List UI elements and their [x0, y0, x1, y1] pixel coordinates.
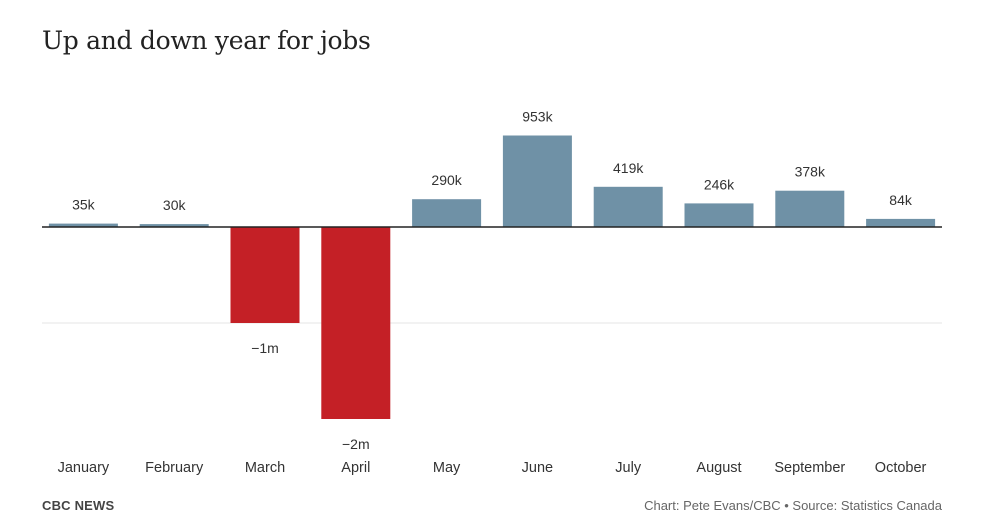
bar-july	[593, 186, 663, 227]
data-label-august: 246k	[704, 176, 735, 192]
bar-may	[412, 199, 482, 227]
data-label-september: 378k	[795, 164, 826, 180]
x-tick-label: July	[615, 460, 642, 476]
bar-september	[775, 190, 845, 227]
data-label-april: −2m	[342, 436, 370, 452]
data-label-june: 953k	[522, 109, 553, 125]
data-label-october: 84k	[889, 192, 913, 208]
x-tick-label: January	[58, 460, 110, 476]
x-tick-label: April	[341, 460, 370, 476]
data-labels: 35k 30k −1m −2m 290k 953k 419k 246k 378k 84k	[72, 109, 913, 453]
data-label-march: −1m	[251, 340, 279, 356]
bar-february	[139, 224, 209, 227]
x-tick-label: August	[696, 460, 741, 476]
bar-october	[866, 218, 936, 227]
data-label-january: 35k	[72, 197, 96, 213]
x-tick-label: March	[245, 460, 285, 476]
bars	[48, 135, 936, 419]
x-tick-label: February	[145, 460, 204, 476]
bar-june	[502, 135, 572, 227]
bar-august	[684, 203, 754, 227]
brand-logo-text: CBC NEWS	[42, 498, 115, 513]
x-tick-label: June	[522, 460, 553, 476]
bar-january	[48, 223, 118, 227]
x-tick-label: October	[875, 460, 927, 476]
data-label-may: 290k	[431, 172, 462, 188]
data-label-february: 30k	[163, 197, 187, 213]
chart-title: Up and down year for jobs	[42, 26, 371, 55]
bar-april	[321, 227, 391, 419]
x-tick-labels: January February March April May June July Augu…	[58, 460, 927, 476]
x-tick-label: September	[774, 460, 845, 476]
data-label-july: 419k	[613, 160, 644, 176]
bar-march	[230, 227, 300, 323]
source-credit: Chart: Pete Evans/CBC • Source: Statisti…	[644, 498, 942, 513]
x-tick-label: May	[433, 460, 461, 476]
